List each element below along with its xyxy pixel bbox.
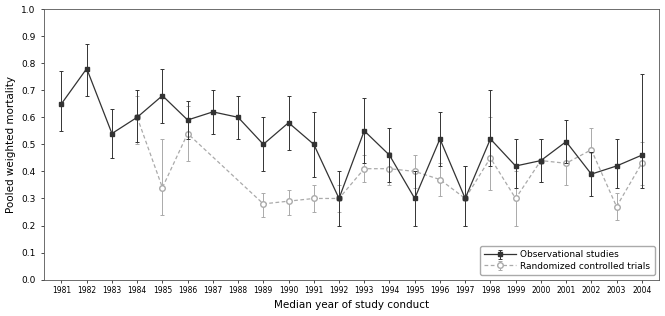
Y-axis label: Pooled weighted mortality: Pooled weighted mortality	[5, 76, 15, 213]
Legend: Observational studies, Randomized controlled trials: Observational studies, Randomized contro…	[479, 246, 655, 275]
X-axis label: Median year of study conduct: Median year of study conduct	[274, 301, 429, 310]
